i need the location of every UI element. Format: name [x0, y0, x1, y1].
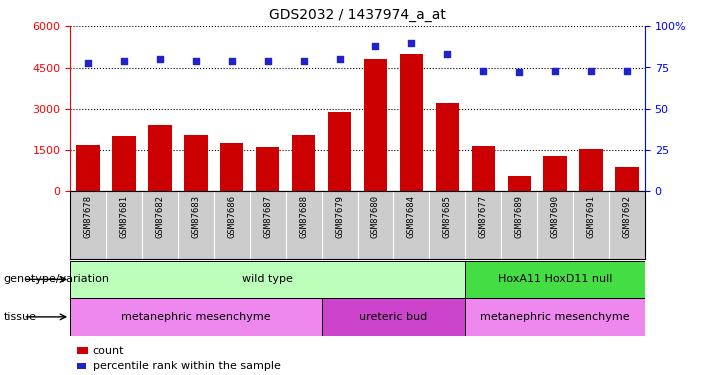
- Point: [514, 69, 525, 75]
- Text: count: count: [93, 346, 124, 355]
- Point: [442, 51, 453, 57]
- Bar: [322, 298, 465, 336]
- Bar: [435, 103, 459, 191]
- Point: [298, 58, 309, 64]
- Point: [585, 68, 597, 74]
- Text: GSM87677: GSM87677: [479, 195, 488, 238]
- Bar: [70, 261, 465, 298]
- Text: GSM87681: GSM87681: [119, 195, 128, 238]
- Bar: [472, 146, 495, 191]
- Bar: [543, 156, 567, 191]
- Point: [621, 68, 632, 74]
- Bar: [184, 135, 207, 191]
- Bar: [579, 148, 603, 191]
- Text: GSM87692: GSM87692: [622, 195, 632, 238]
- Text: GSM87688: GSM87688: [299, 195, 308, 238]
- Bar: [220, 143, 243, 191]
- Title: GDS2032 / 1437974_a_at: GDS2032 / 1437974_a_at: [269, 9, 446, 22]
- Text: metanephric mesenchyme: metanephric mesenchyme: [121, 312, 271, 322]
- Text: GSM87689: GSM87689: [515, 195, 524, 238]
- Text: GSM87682: GSM87682: [156, 195, 165, 238]
- Bar: [465, 261, 645, 298]
- Bar: [364, 59, 387, 191]
- Text: wild type: wild type: [243, 274, 293, 284]
- Point: [370, 43, 381, 49]
- Text: GSM87690: GSM87690: [550, 195, 559, 238]
- Text: GSM87686: GSM87686: [227, 195, 236, 238]
- Text: HoxA11 HoxD11 null: HoxA11 HoxD11 null: [498, 274, 612, 284]
- Text: GSM87684: GSM87684: [407, 195, 416, 238]
- Point: [118, 58, 130, 64]
- Bar: [148, 125, 172, 191]
- Point: [550, 68, 561, 74]
- Bar: [615, 166, 639, 191]
- Point: [334, 56, 345, 62]
- Bar: [256, 147, 280, 191]
- Bar: [328, 111, 351, 191]
- Bar: [292, 135, 315, 191]
- Text: GSM87687: GSM87687: [263, 195, 272, 238]
- Text: percentile rank within the sample: percentile rank within the sample: [93, 361, 280, 370]
- Text: GSM87680: GSM87680: [371, 195, 380, 238]
- Point: [477, 68, 489, 74]
- Text: metanephric mesenchyme: metanephric mesenchyme: [480, 312, 630, 322]
- Bar: [508, 176, 531, 191]
- Point: [83, 60, 94, 66]
- Bar: [76, 144, 100, 191]
- Text: ureteric bud: ureteric bud: [360, 312, 428, 322]
- Text: GSM87683: GSM87683: [191, 195, 200, 238]
- Bar: [70, 298, 322, 336]
- Text: GSM87678: GSM87678: [83, 195, 93, 238]
- Point: [262, 58, 273, 64]
- Point: [226, 58, 238, 64]
- Bar: [400, 54, 423, 191]
- Bar: [465, 298, 645, 336]
- Text: GSM87691: GSM87691: [587, 195, 596, 238]
- Text: GSM87679: GSM87679: [335, 195, 344, 238]
- Text: GSM87685: GSM87685: [443, 195, 452, 238]
- Bar: [112, 136, 136, 191]
- Text: genotype/variation: genotype/variation: [4, 274, 109, 284]
- Point: [190, 58, 201, 64]
- Point: [154, 56, 165, 62]
- Point: [406, 40, 417, 46]
- Text: tissue: tissue: [4, 312, 36, 322]
